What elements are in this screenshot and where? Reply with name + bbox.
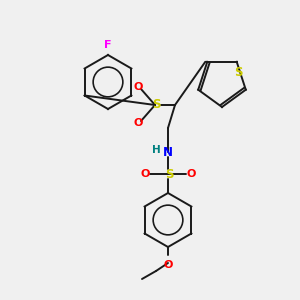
Text: F: F [104, 40, 112, 50]
Text: O: O [163, 260, 173, 270]
Text: O: O [133, 118, 143, 128]
Text: S: S [234, 66, 243, 79]
Text: O: O [140, 169, 150, 179]
Text: O: O [133, 82, 143, 92]
Text: S: S [165, 167, 173, 181]
Text: O: O [186, 169, 196, 179]
Text: H: H [152, 145, 160, 155]
Text: S: S [152, 98, 160, 112]
Text: N: N [163, 146, 173, 158]
